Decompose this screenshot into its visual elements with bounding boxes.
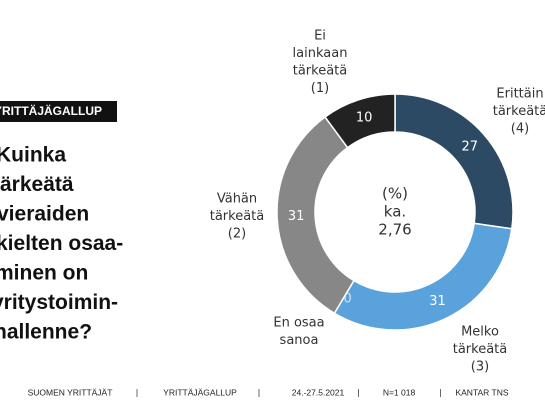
title-line: minen on	[0, 262, 88, 285]
data-label: 0	[343, 291, 351, 306]
category-label: (2)	[228, 227, 246, 242]
category-label: tärkeätä	[493, 104, 545, 119]
center-text: (%)	[382, 185, 408, 203]
category-label: (1)	[311, 81, 329, 96]
data-label: 31	[288, 209, 305, 224]
title-line: nallenne?	[0, 321, 92, 344]
category-label: Erittäin	[496, 87, 543, 102]
footer-text: SUOMEN YRITTÄJÄT	[28, 387, 113, 397]
title-line: kielten osaa-	[0, 232, 123, 255]
category-label: lainkaan	[293, 46, 348, 61]
center-text: 2,76	[378, 221, 411, 239]
category-label: tärkeätä	[453, 342, 508, 357]
category-label: En osaa	[273, 316, 324, 331]
data-label: 27	[462, 140, 479, 155]
tag-box	[0, 101, 117, 122]
footer-text: 24.-27.5.2021	[292, 387, 345, 397]
donut-segment	[323, 93, 396, 149]
category-label: tärkeätä	[210, 209, 265, 224]
title-line: Kuinka	[0, 144, 66, 167]
data-label: 31	[429, 294, 446, 309]
category-label: Vähän	[217, 192, 257, 207]
category-label: tärkeätä	[293, 64, 348, 79]
title-line: tärkeätä	[0, 173, 74, 196]
category-label: Ei	[314, 29, 326, 44]
tag: YRITTÄJÄGALLUP	[0, 103, 102, 118]
center-text: ka.	[384, 203, 406, 221]
footer-text: N=1 018	[383, 387, 416, 397]
category-label: (4)	[511, 122, 529, 137]
category-label: (3)	[471, 360, 489, 375]
title-line: yritystoimin-	[0, 291, 118, 314]
footer-text: KANTAR TNS	[455, 387, 508, 397]
data-label: 10	[356, 110, 373, 125]
category-label: Melko	[461, 325, 499, 340]
category-label: sanoa	[280, 333, 319, 348]
donut-segment	[333, 222, 513, 331]
title-line: vieraiden	[0, 203, 89, 226]
footer-text: YRITTÄJÄGALLUP	[163, 387, 237, 397]
